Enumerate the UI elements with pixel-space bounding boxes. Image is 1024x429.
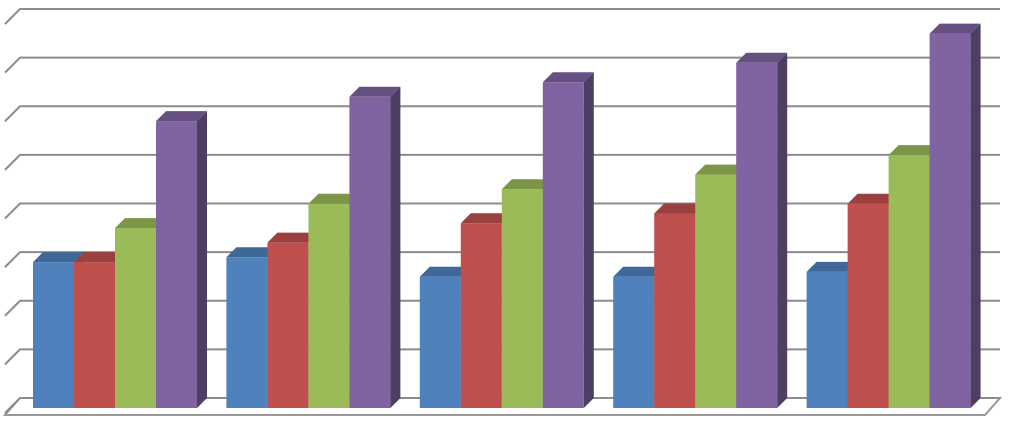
bar xyxy=(156,121,197,409)
bar xyxy=(74,262,115,408)
bar-side xyxy=(583,72,594,409)
bar xyxy=(501,189,543,408)
bar-side xyxy=(777,52,788,408)
bar xyxy=(419,276,461,408)
bar xyxy=(460,223,502,408)
bar-top xyxy=(419,266,471,277)
bar-top xyxy=(156,111,207,122)
grid-line xyxy=(4,153,1000,171)
grid-line xyxy=(4,8,1000,25)
bar-top xyxy=(613,266,665,277)
bar-top xyxy=(74,252,125,263)
bar-side xyxy=(970,23,981,409)
bar-top xyxy=(542,72,594,83)
bar xyxy=(929,33,971,409)
bar-top xyxy=(226,247,278,258)
bar-top xyxy=(115,218,166,229)
bar xyxy=(226,257,268,408)
bar xyxy=(888,155,930,408)
bar xyxy=(654,213,696,408)
bar-side xyxy=(197,111,207,409)
bar xyxy=(695,174,737,408)
bar-top xyxy=(267,232,319,243)
bar-top xyxy=(888,145,940,156)
bar-top xyxy=(501,179,553,190)
grid-line xyxy=(4,56,1000,74)
bar-top xyxy=(695,164,747,175)
bar-side xyxy=(390,86,401,409)
bar xyxy=(613,276,655,408)
bar xyxy=(33,262,74,408)
bar-top xyxy=(806,261,858,272)
bar-top xyxy=(349,86,401,97)
bar-top xyxy=(460,213,512,224)
bar xyxy=(267,242,309,408)
bar xyxy=(115,228,156,408)
bar xyxy=(736,62,778,408)
bar-top xyxy=(654,203,706,214)
bar xyxy=(847,203,889,408)
bar-top xyxy=(847,193,899,204)
bar xyxy=(806,271,848,408)
bar-top xyxy=(736,52,788,63)
bar-top xyxy=(308,193,360,204)
bar-top xyxy=(33,252,84,263)
bar xyxy=(308,203,350,408)
bar xyxy=(349,96,391,409)
bar-top xyxy=(929,23,981,34)
bar xyxy=(542,82,584,409)
grid-line xyxy=(4,105,1000,122)
